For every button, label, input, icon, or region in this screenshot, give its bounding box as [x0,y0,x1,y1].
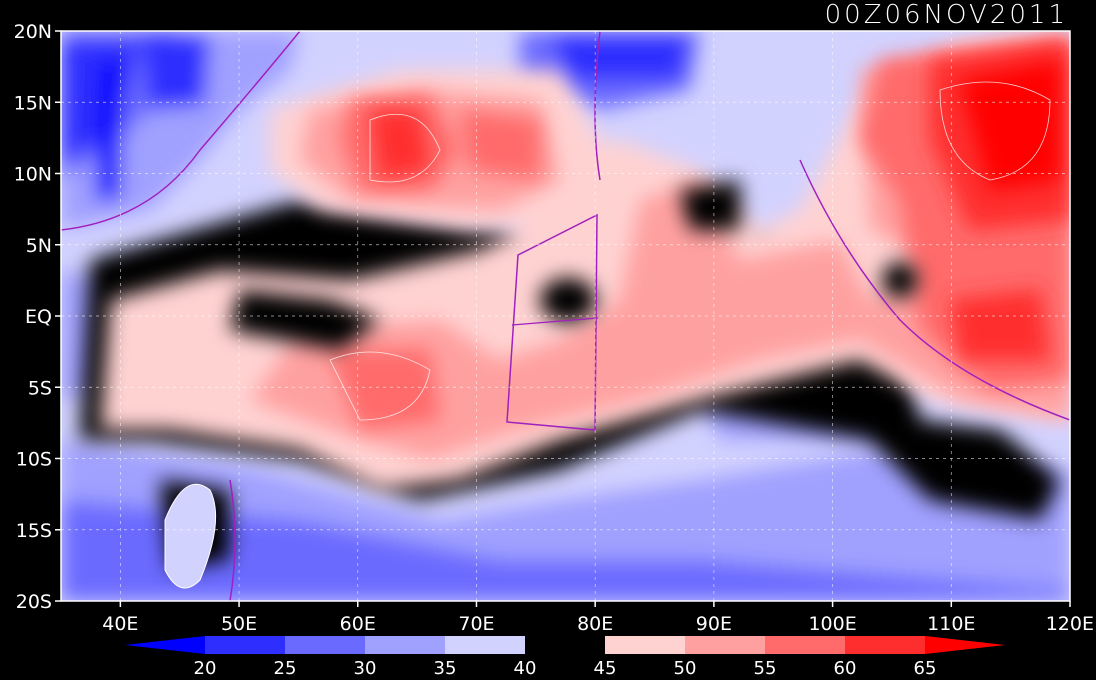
lon-tick-label: 110E [927,613,975,635]
colorbar-label: 25 [274,658,297,679]
colorbar-segment [685,636,765,654]
colorbar-arrow-low [125,636,205,654]
colorbar-label: 65 [914,658,937,679]
lat-tick-label: 10N [14,164,52,186]
gridlines [61,31,1070,601]
colorbar-arrow-high [925,636,1005,654]
longitude-labels: 40E 50E 60E 70E 80E 90E 100E 110E 120E [102,601,1094,635]
lon-tick-label: 60E [340,613,376,635]
colorbar-label: 60 [834,658,857,679]
colorbar: 20 25 30 35 40 45 50 55 60 65 [125,636,1005,679]
lon-tick-label: 40E [102,613,138,635]
lat-tick-label: 10S [16,449,52,471]
colorbar-label: 50 [674,658,697,679]
colorbar-label: 30 [354,658,377,679]
lat-tick-label: 15N [14,92,52,114]
map-title: 00Z06NOV2011 [824,0,1068,30]
lon-tick-label: 50E [221,613,257,635]
colorbar-segment [285,636,365,654]
colorbar-label: 40 [514,658,537,679]
lat-tick-label: 15S [16,520,52,542]
lat-tick-label: 5S [28,377,52,399]
colorbar-segment [605,636,685,654]
colorbar-segment [765,636,845,654]
lat-tick-label: 5N [26,235,52,257]
lon-tick-label: 80E [577,613,613,635]
colorbar-segment [445,636,525,654]
lat-tick-label: 20N [14,21,52,43]
lat-tick-label: EQ [25,306,52,328]
colorbar-segment [525,636,605,654]
latitude-labels: 20N 15N 10N 5N EQ 5S 10S 15S 20S [14,21,61,613]
colorbar-label: 20 [194,658,217,679]
lon-tick-label: 70E [458,613,494,635]
lon-tick-label: 100E [808,613,856,635]
colorbar-segment [205,636,285,654]
colorbar-segment [845,636,925,654]
colorbar-label: 35 [434,658,457,679]
lon-tick-label: 120E [1046,613,1094,635]
lon-tick-label: 90E [696,613,732,635]
colorbar-label: 45 [594,658,617,679]
colorbar-label: 55 [754,658,777,679]
lat-tick-label: 20S [16,591,52,613]
colorbar-segment [365,636,445,654]
